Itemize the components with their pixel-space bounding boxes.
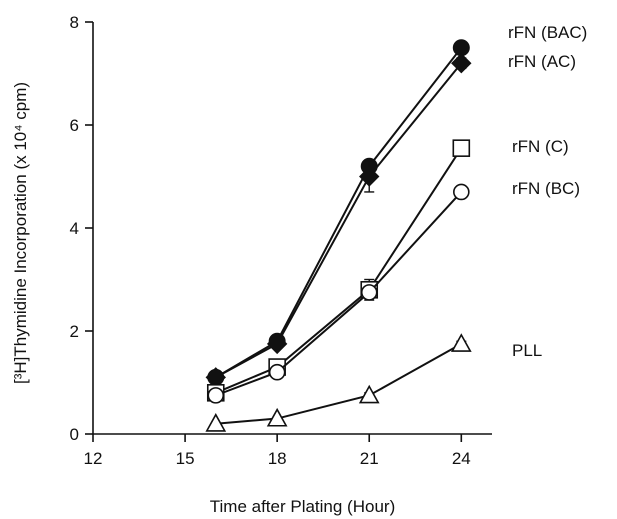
series-line <box>215 47 463 379</box>
x-tick-label: 18 <box>268 449 287 468</box>
x-tick-label: 21 <box>360 449 379 468</box>
data-point-circle-open <box>268 363 286 381</box>
x-tick-label: 15 <box>176 449 195 468</box>
data-point-diamond-filled <box>359 166 380 187</box>
series-line <box>215 343 462 425</box>
legend-label: PLL <box>512 341 542 360</box>
legend-label: rFN (AC) <box>508 52 576 71</box>
y-tick-label: 0 <box>70 425 79 444</box>
data-point-circle-open <box>453 183 470 201</box>
data-point-triangle-open <box>358 384 380 404</box>
legend: rFN (BAC) rFN (AC) rFN (C) rFN (BC) PLL <box>508 23 587 360</box>
series-1 <box>205 52 472 388</box>
data-point-triangle-open <box>450 333 472 352</box>
y-tick-label: 2 <box>70 322 79 341</box>
series-line <box>215 191 463 397</box>
series-line <box>215 147 463 394</box>
series-0 <box>207 39 470 386</box>
series-group <box>205 39 472 432</box>
legend-label: rFN (BAC) <box>508 23 587 42</box>
legend-label: rFN (BC) <box>512 179 580 198</box>
y-tick-label: 6 <box>70 116 79 135</box>
x-tick-label: 24 <box>452 449 471 468</box>
x-axis-title: Time after Plating (Hour) <box>210 497 395 516</box>
legend-label: rFN (C) <box>512 137 569 156</box>
data-point-square-open <box>452 139 471 157</box>
y-axis-title: [³H]Thymidine Incorporation (x 10⁴ cpm) <box>11 82 30 384</box>
data-point-triangle-open <box>205 413 227 432</box>
data-point-diamond-filled <box>451 52 472 74</box>
series-4 <box>205 333 472 432</box>
y-tick-label: 4 <box>70 219 79 238</box>
data-point-triangle-open <box>266 407 288 427</box>
series-line <box>215 62 463 379</box>
y-tick-label: 8 <box>70 13 79 32</box>
series-3 <box>207 183 470 404</box>
data-point-circle-open <box>207 387 225 404</box>
data-point-circle-open <box>360 284 378 301</box>
x-tick-label: 12 <box>84 449 103 468</box>
data-point-diamond-filled <box>266 333 288 355</box>
